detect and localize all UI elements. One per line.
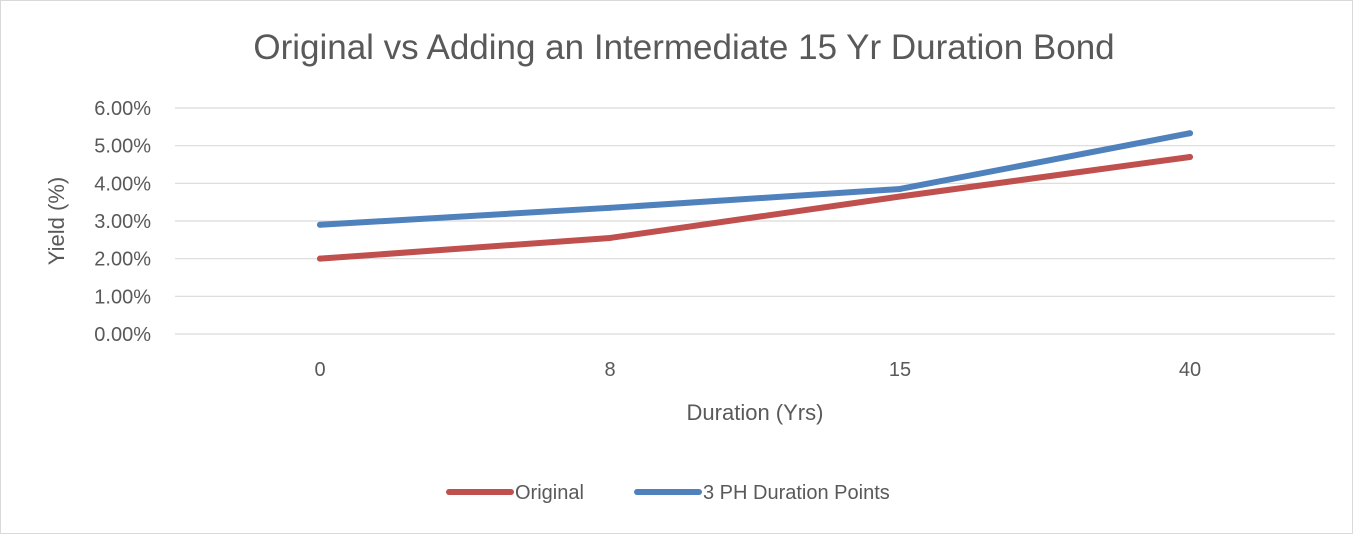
x-axis-ticks: 0 8 15 40 <box>314 359 1201 381</box>
x-tick-label: 8 <box>604 359 615 381</box>
chart-title: Original vs Adding an Intermediate 15 Yr… <box>253 28 1114 67</box>
data-point <box>1187 130 1193 137</box>
y-tick-label: 2.00% <box>94 249 151 271</box>
x-axis-title: Duration (Yrs) <box>687 400 824 425</box>
data-point <box>317 255 323 262</box>
y-tick-label: 5.00% <box>94 136 151 158</box>
legend-label: Original <box>515 482 584 504</box>
y-axis-ticks: 0.00% 1.00% 2.00% 3.00% 4.00% 5.00% 6.00% <box>94 98 151 346</box>
y-tick-label: 6.00% <box>94 98 151 120</box>
data-point <box>607 204 613 211</box>
x-tick-label: 0 <box>314 359 325 381</box>
x-tick-label: 15 <box>889 359 911 381</box>
y-tick-label: 3.00% <box>94 211 151 233</box>
y-tick-label: 4.00% <box>94 173 151 195</box>
series-lines <box>317 130 1193 262</box>
data-point <box>317 221 323 228</box>
y-axis-title: Yield (%) <box>44 177 69 265</box>
series-line-original <box>317 153 1193 262</box>
legend-label: 3 PH Duration Points <box>703 482 890 504</box>
legend: Original 3 PH Duration Points <box>446 482 890 504</box>
data-point <box>897 185 903 192</box>
data-point <box>1187 153 1193 160</box>
series-line-3-ph-duration-points <box>317 130 1193 228</box>
data-point <box>607 234 613 241</box>
y-tick-label: 1.00% <box>94 286 151 308</box>
data-point <box>897 193 903 200</box>
y-tick-label: 0.00% <box>94 324 151 346</box>
x-tick-label: 40 <box>1179 359 1201 381</box>
